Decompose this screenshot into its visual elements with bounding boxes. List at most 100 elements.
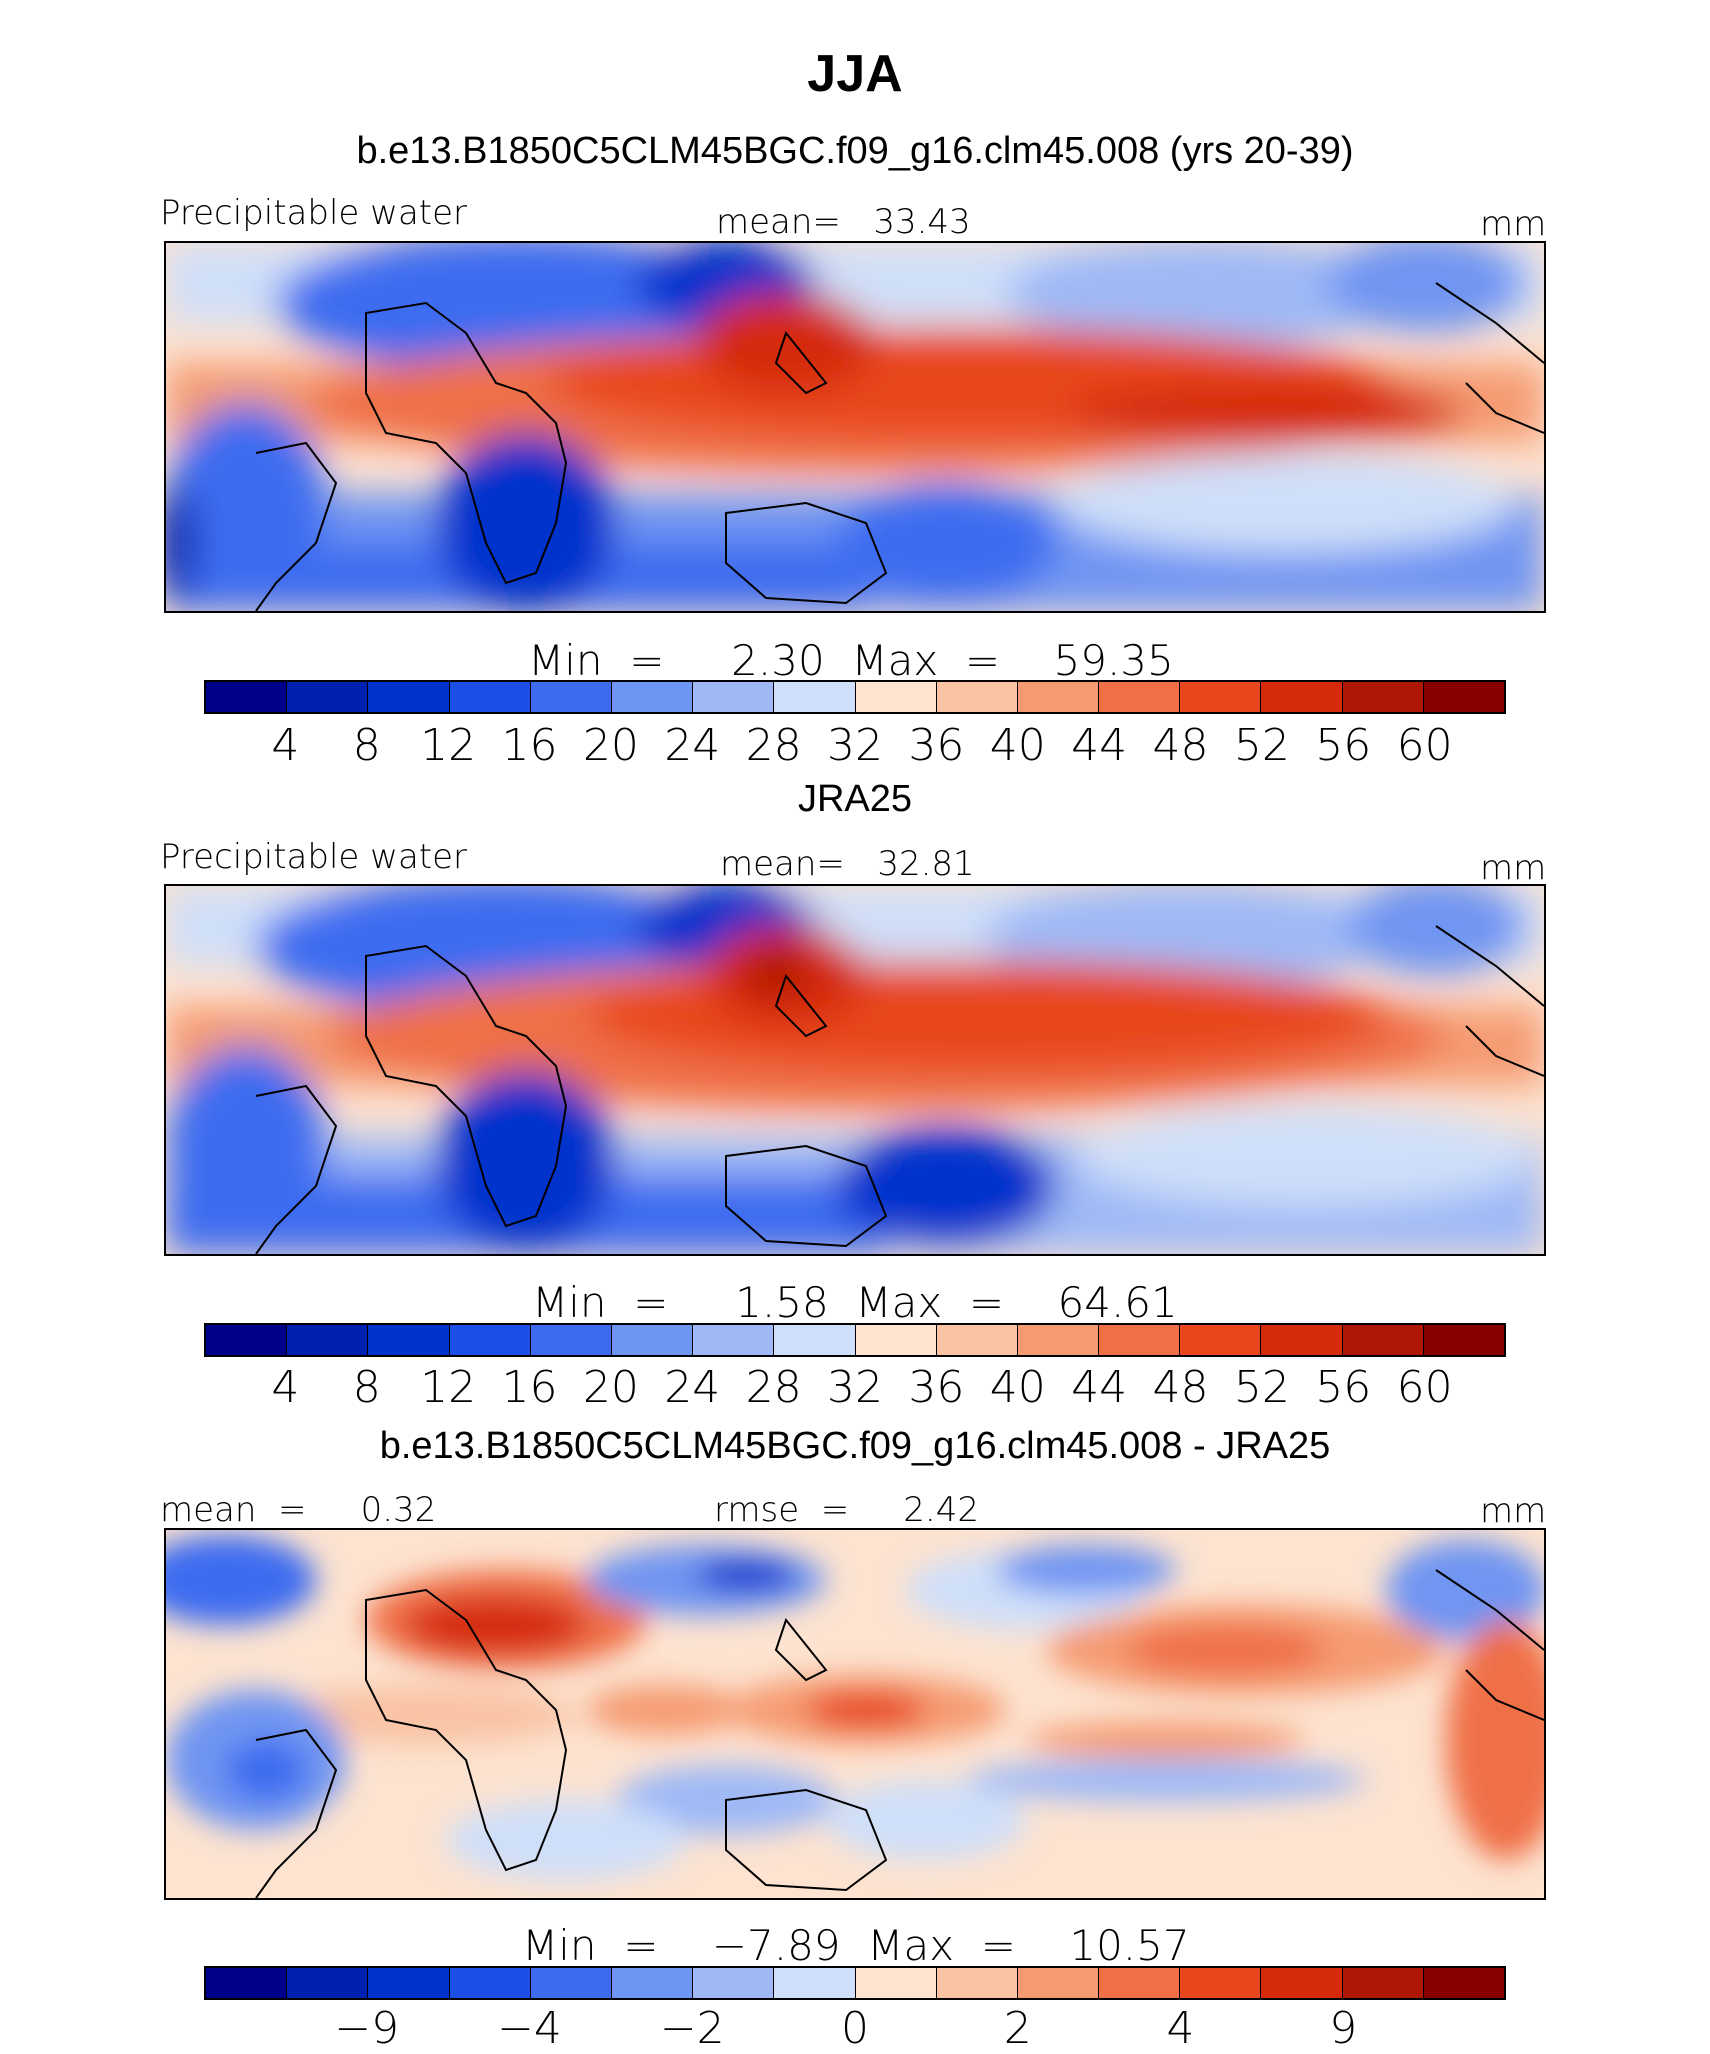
colorbar-tick-label: 60 — [1396, 1362, 1453, 1413]
colorbar-swatch — [530, 1325, 612, 1355]
colorbar-swatch — [368, 1968, 450, 1998]
colorbar-tick-label: 40 — [989, 720, 1046, 771]
colorbar-swatch — [449, 1968, 531, 1998]
colorbar-swatch — [206, 1968, 288, 1998]
colorbar-tick-label: 28 — [745, 720, 802, 771]
colorbar-tick-label: 12 — [420, 1362, 477, 1413]
colorbar-swatch — [1342, 682, 1424, 712]
panel-3-units-label: mm — [1480, 1491, 1547, 1531]
colorbar-swatch — [530, 682, 612, 712]
colorbar-swatch — [1261, 1968, 1343, 1998]
panel-3-mean-label: mean = 0.32 — [160, 1490, 437, 1530]
colorbar-tick-label: 52 — [1233, 1362, 1290, 1413]
colorbar-swatch — [1180, 1968, 1262, 1998]
colorbar-swatch — [774, 1325, 856, 1355]
colorbar-swatch — [855, 1968, 937, 1998]
colorbar-tick-label: 16 — [501, 720, 558, 771]
colorbar-tick-label: 48 — [1152, 1362, 1209, 1413]
colorbar-tick-label: −9 — [334, 2003, 400, 2054]
colorbar-swatch — [611, 1325, 694, 1355]
colorbar-tick-label: 20 — [582, 1362, 639, 1413]
colorbar-tick-label: 56 — [1315, 1362, 1372, 1413]
panel-3-colorbar-ticks: −9 −4 −2 0 2 4 9 — [204, 2003, 1506, 2054]
colorbar-swatch — [287, 1968, 369, 1998]
panel-2-mean-label: mean= 32.81 — [720, 844, 975, 884]
colorbar-tick-label: 24 — [664, 720, 721, 771]
colorbar-tick-label: 4 — [271, 720, 300, 771]
colorbar-swatch — [1261, 682, 1343, 712]
colorbar-swatch — [368, 1325, 450, 1355]
colorbar-swatch — [1180, 682, 1262, 712]
colorbar-tick-label: 12 — [420, 720, 477, 771]
colorbar-tick-label: 4 — [1166, 2003, 1195, 2054]
colorbar-tick-label: 32 — [827, 720, 883, 771]
colorbar-swatch — [449, 682, 531, 712]
panel-2-colorbar — [204, 1323, 1506, 1357]
colorbar-swatch — [1017, 1968, 1100, 1998]
colorbar-swatch — [611, 1968, 694, 1998]
colorbar-tick-label: −4 — [497, 2003, 562, 2054]
colorbar-tick-label: 4 — [271, 1362, 300, 1413]
panel-3-colorbar — [204, 1966, 1506, 2000]
panel-2-min-max: Min = 1.58 Max = 64.61 — [532, 1278, 1178, 1327]
colorbar-tick-label: 36 — [908, 1362, 965, 1413]
colorbar-tick-label: 16 — [501, 1362, 558, 1413]
colorbar-tick-label: 32 — [827, 1362, 883, 1413]
panel-2-units-label: mm — [1480, 848, 1547, 888]
colorbar-swatch — [287, 1325, 369, 1355]
colorbar-swatch — [693, 1968, 775, 1998]
colorbar-tick-label: 2 — [1003, 2003, 1032, 2054]
colorbar-swatch — [368, 682, 450, 712]
panel-2-left-label: Precipitable water — [160, 837, 468, 877]
colorbar-tick-label: 0 — [841, 2003, 869, 2054]
colorbar-tick-label: 48 — [1152, 720, 1209, 771]
colorbar-swatch — [530, 1968, 612, 1998]
colorbar-swatch — [1342, 1325, 1424, 1355]
colorbar-swatch — [206, 1325, 288, 1355]
panel-3-min-max: Min = −7.89 Max = 10.57 — [522, 1921, 1190, 1970]
colorbar-swatch — [774, 682, 856, 712]
panel-1-colorbar-ticks: 4 8 12 16 20 24 28 32 36 40 44 48 52 56 60 — [204, 720, 1506, 771]
panel-1-colorbar — [204, 680, 1506, 714]
colorbar-tick-label: 44 — [1071, 720, 1128, 771]
colorbar-swatch — [1423, 1325, 1504, 1355]
colorbar-swatch — [1423, 1968, 1504, 1998]
colorbar-swatch — [855, 1325, 937, 1355]
colorbar-swatch — [1099, 1968, 1181, 1998]
figure-title: JJA — [807, 45, 903, 103]
colorbar-swatch — [693, 682, 775, 712]
colorbar-swatch — [1099, 682, 1181, 712]
panel-2-subtitle: JRA25 — [797, 778, 913, 820]
colorbar-swatch — [936, 682, 1018, 712]
colorbar-tick-label: 9 — [1329, 2003, 1358, 2054]
colorbar-swatch — [855, 682, 937, 712]
colorbar-tick-label: 36 — [908, 720, 965, 771]
colorbar-swatch — [1017, 682, 1100, 712]
panel-2-colorbar-ticks: 4 8 12 16 20 24 28 32 36 40 44 48 52 56 60 — [204, 1362, 1506, 1413]
colorbar-swatch — [1099, 1325, 1181, 1355]
colorbar-swatch — [449, 1325, 531, 1355]
colorbar-swatch — [774, 1968, 856, 1998]
panel-2-map — [164, 884, 1546, 1256]
panel-3-map — [164, 1528, 1546, 1900]
colorbar-swatch — [1180, 1325, 1262, 1355]
colorbar-tick-label: 20 — [582, 720, 639, 771]
colorbar-swatch — [936, 1325, 1018, 1355]
colorbar-tick-label: 44 — [1071, 1362, 1128, 1413]
colorbar-swatch — [936, 1968, 1018, 1998]
colorbar-swatch — [611, 682, 694, 712]
colorbar-swatch — [206, 682, 288, 712]
panel-3-subtitle: b.e13.B1850C5CLM45BGC.f09_g16.clm45.008 … — [379, 1425, 1331, 1467]
colorbar-tick-label: 8 — [352, 720, 381, 771]
panel-1-subtitle: b.e13.B1850C5CLM45BGC.f09_g16.clm45.008 … — [356, 130, 1354, 172]
colorbar-tick-label: 28 — [745, 1362, 802, 1413]
panel-1-mean-label: mean= 33.43 — [716, 202, 971, 242]
colorbar-tick-label: 24 — [664, 1362, 721, 1413]
colorbar-swatch — [1017, 1325, 1100, 1355]
panel-1-map — [164, 241, 1546, 613]
colorbar-tick-label: 60 — [1396, 720, 1453, 771]
colorbar-tick-label: 8 — [352, 1362, 381, 1413]
panel-1-left-label: Precipitable water — [160, 193, 468, 233]
panel-1-units-label: mm — [1480, 204, 1547, 244]
panel-1-min-max: Min = 2.30 Max = 59.35 — [528, 636, 1174, 685]
